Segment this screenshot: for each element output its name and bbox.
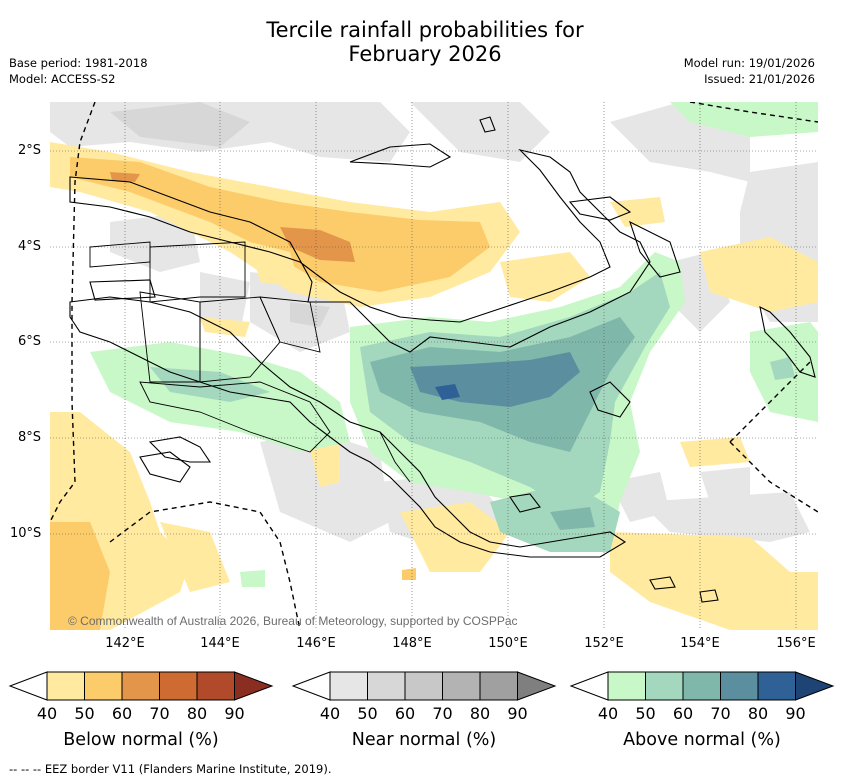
cb-above-tick-50: 50 bbox=[635, 704, 656, 723]
bougainville bbox=[759, 306, 816, 378]
lon-label-156e: 156°E bbox=[776, 636, 816, 651]
cb-near-tick-70: 70 bbox=[432, 704, 453, 723]
lat-label-10s: 10°S bbox=[10, 526, 42, 541]
colorbar-above-swatch-3 bbox=[682, 671, 721, 701]
colorbar-above-swatch-4 bbox=[720, 671, 759, 701]
lon-label-150e: 150°E bbox=[488, 636, 528, 651]
colorbar-below-arrow-right bbox=[234, 671, 274, 701]
island-small-1 bbox=[479, 116, 496, 133]
colorbar-near-swatch-1 bbox=[329, 671, 368, 701]
coast-island-south bbox=[139, 451, 191, 483]
meta-left: Base period: 1981-2018 Model: ACCESS-S2 bbox=[9, 55, 148, 87]
cb-below-tick-40: 40 bbox=[36, 704, 58, 723]
lon-label-154e: 154°E bbox=[680, 636, 720, 651]
colorbar-near-arrow-right bbox=[517, 671, 557, 701]
colorbar-below-swatch-2 bbox=[84, 671, 123, 701]
cb-near-tick-50: 50 bbox=[357, 704, 378, 723]
issued-text: Issued: 21/01/2026 bbox=[704, 72, 815, 86]
colorbar-below-label: Below normal (%) bbox=[63, 730, 219, 750]
cb-near-tick-60: 60 bbox=[394, 704, 416, 723]
colorbar-near-normal bbox=[291, 671, 557, 701]
cb-near-tick-80: 80 bbox=[469, 704, 491, 723]
above-normal-areas bbox=[90, 102, 818, 587]
colorbar-below-normal bbox=[8, 671, 274, 701]
province-border-1 bbox=[89, 279, 156, 301]
near-normal-areas bbox=[50, 102, 818, 552]
colorbar-near-swatch-2 bbox=[367, 671, 406, 701]
cb-above-tick-70: 70 bbox=[710, 704, 731, 723]
island-cluster-1 bbox=[589, 381, 631, 418]
title-line-2: February 2026 bbox=[348, 42, 502, 66]
below-normal-areas bbox=[50, 142, 818, 630]
eez-footer-note: -- -- -- EEZ border V11 (Flanders Marine… bbox=[9, 762, 332, 776]
cb-below-tick-50: 50 bbox=[74, 704, 95, 723]
colorbar-above-swatch-2 bbox=[645, 671, 684, 701]
cb-near-tick-90: 90 bbox=[507, 704, 528, 723]
colorbar-near-label: Near normal (%) bbox=[351, 730, 497, 750]
lat-label-4s: 4°S bbox=[18, 239, 42, 254]
cb-below-tick-70: 70 bbox=[149, 704, 170, 723]
cb-above-tick-60: 60 bbox=[672, 704, 694, 723]
title-line-1: Tercile rainfall probabilities for bbox=[266, 18, 584, 42]
lon-label-142e: 142°E bbox=[105, 636, 145, 651]
copyright-notice: © Commonwealth of Australia 2026, Bureau… bbox=[68, 614, 518, 628]
model-run-text: Model run: 19/01/2026 bbox=[683, 56, 815, 70]
colorbar-near-swatch-3 bbox=[404, 671, 443, 701]
cb-near-tick-40: 40 bbox=[319, 704, 341, 723]
island-cluster-2 bbox=[509, 493, 541, 513]
lat-label-8s: 8°S bbox=[18, 430, 42, 445]
colorbar-above-arrow-right bbox=[795, 671, 835, 701]
cb-above-tick-40: 40 bbox=[597, 704, 619, 723]
probability-map: © Commonwealth of Australia 2026, Bureau… bbox=[50, 102, 818, 630]
colorbar-below-swatch-4 bbox=[159, 671, 198, 701]
island-cluster-4 bbox=[699, 589, 719, 603]
gridlines bbox=[50, 102, 818, 630]
coast-south bbox=[69, 296, 627, 558]
colorbar-near-swatch-5 bbox=[479, 671, 518, 701]
lon-label-144e: 144°E bbox=[200, 636, 240, 651]
chart-title: Tercile rainfall probabilities for Febru… bbox=[0, 18, 850, 66]
new-ireland bbox=[568, 196, 632, 221]
lon-label-152e: 152°E bbox=[584, 636, 624, 651]
cb-above-tick-90: 90 bbox=[785, 704, 806, 723]
coast-fly-river bbox=[148, 436, 212, 463]
colorbar-below-swatch-3 bbox=[121, 671, 160, 701]
cb-below-tick-90: 90 bbox=[224, 704, 245, 723]
colorbars bbox=[8, 671, 835, 701]
colorbar-below-arrow-left bbox=[8, 671, 48, 701]
colorbar-above-swatch-1 bbox=[607, 671, 646, 701]
lat-label-6s: 6°S bbox=[18, 334, 42, 349]
colorbar-above-arrow-left bbox=[569, 671, 609, 701]
eez-borders bbox=[50, 102, 818, 630]
colorbar-above-swatch-5 bbox=[757, 671, 796, 701]
cb-below-tick-60: 60 bbox=[111, 704, 133, 723]
colorbar-near-arrow-left bbox=[291, 671, 331, 701]
cb-below-tick-80: 80 bbox=[186, 704, 208, 723]
province-borders bbox=[89, 241, 411, 483]
colorbar-near-swatch-4 bbox=[442, 671, 481, 701]
colorbar-above-label: Above normal (%) bbox=[623, 730, 781, 750]
meta-right: Model run: 19/01/2026 Issued: 21/01/2026 bbox=[684, 55, 815, 87]
coast-north bbox=[69, 149, 651, 353]
model-text: Model: ACCESS-S2 bbox=[9, 72, 116, 86]
cb-above-tick-80: 80 bbox=[747, 704, 769, 723]
island-cluster-3 bbox=[649, 576, 676, 590]
colorbar-above-normal bbox=[569, 671, 835, 701]
base-period-text: Base period: 1981-2018 bbox=[9, 56, 148, 70]
lon-label-148e: 148°E bbox=[392, 636, 432, 651]
lat-label-2s: 2°S bbox=[18, 143, 42, 158]
manus-island bbox=[349, 143, 452, 168]
colorbar-below-swatch-5 bbox=[196, 671, 235, 701]
lon-label-146e: 146°E bbox=[296, 636, 336, 651]
colorbar-below-swatch-1 bbox=[46, 671, 85, 701]
